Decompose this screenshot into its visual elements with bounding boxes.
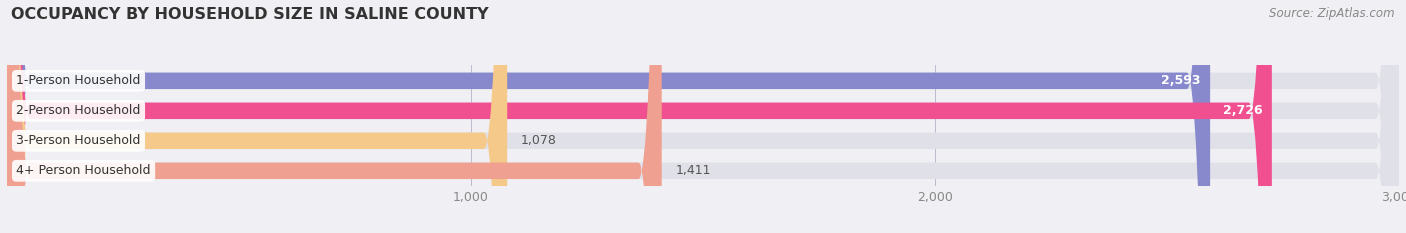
FancyBboxPatch shape	[7, 0, 1211, 233]
FancyBboxPatch shape	[7, 0, 1272, 233]
Text: 4+ Person Household: 4+ Person Household	[17, 164, 150, 177]
Text: 2,593: 2,593	[1161, 74, 1201, 87]
FancyBboxPatch shape	[7, 0, 1399, 233]
FancyBboxPatch shape	[7, 0, 1399, 233]
FancyBboxPatch shape	[7, 0, 1399, 233]
Text: Source: ZipAtlas.com: Source: ZipAtlas.com	[1270, 7, 1395, 20]
Text: 1-Person Household: 1-Person Household	[17, 74, 141, 87]
FancyBboxPatch shape	[7, 0, 508, 233]
Text: 1,078: 1,078	[522, 134, 557, 147]
Text: 1,411: 1,411	[676, 164, 711, 177]
Text: OCCUPANCY BY HOUSEHOLD SIZE IN SALINE COUNTY: OCCUPANCY BY HOUSEHOLD SIZE IN SALINE CO…	[11, 7, 489, 22]
Text: 3-Person Household: 3-Person Household	[17, 134, 141, 147]
Text: 2-Person Household: 2-Person Household	[17, 104, 141, 117]
Text: 2,726: 2,726	[1223, 104, 1263, 117]
FancyBboxPatch shape	[7, 0, 1399, 233]
FancyBboxPatch shape	[7, 0, 662, 233]
